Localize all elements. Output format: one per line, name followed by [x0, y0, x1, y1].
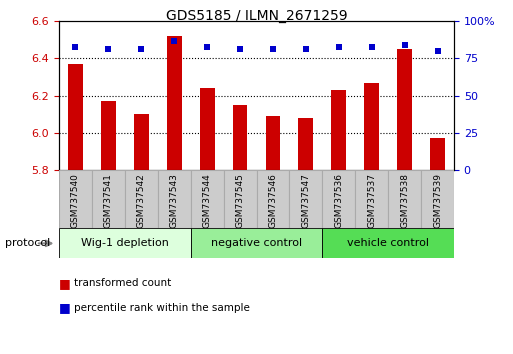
Text: ■: ■ [59, 277, 71, 290]
Bar [430, 138, 445, 170]
Text: GSM737539: GSM737539 [433, 173, 442, 228]
Bar [388, 170, 421, 228]
Bar [200, 88, 214, 170]
Text: GSM737543: GSM737543 [170, 173, 179, 228]
Bar [59, 170, 92, 228]
Text: GSM737547: GSM737547 [301, 173, 310, 228]
Text: GSM737544: GSM737544 [203, 173, 212, 228]
Bar [322, 228, 454, 258]
Bar [256, 170, 289, 228]
Bar [232, 105, 247, 170]
Bar [364, 82, 379, 170]
Text: GSM737540: GSM737540 [71, 173, 80, 228]
Text: GSM737546: GSM737546 [268, 173, 278, 228]
Bar [134, 114, 149, 170]
Bar [266, 116, 281, 170]
Bar [224, 170, 256, 228]
Bar [322, 170, 355, 228]
Bar [59, 228, 191, 258]
Bar [92, 170, 125, 228]
Text: GDS5185 / ILMN_2671259: GDS5185 / ILMN_2671259 [166, 9, 347, 23]
Text: ■: ■ [59, 302, 71, 314]
Bar [331, 90, 346, 170]
Text: Wig-1 depletion: Wig-1 depletion [81, 238, 169, 249]
Bar [125, 170, 158, 228]
Text: GSM737541: GSM737541 [104, 173, 113, 228]
Text: negative control: negative control [211, 238, 302, 249]
Text: percentile rank within the sample: percentile rank within the sample [74, 303, 250, 313]
Bar [101, 101, 116, 170]
Bar [191, 170, 224, 228]
Bar [421, 170, 454, 228]
Bar [355, 170, 388, 228]
Bar [289, 170, 322, 228]
Bar [68, 64, 83, 170]
Bar [299, 118, 313, 170]
Text: GSM737537: GSM737537 [367, 173, 376, 228]
Bar [167, 36, 182, 170]
Text: GSM737536: GSM737536 [334, 173, 343, 228]
Text: vehicle control: vehicle control [347, 238, 429, 249]
Text: GSM737542: GSM737542 [137, 173, 146, 228]
Text: GSM737538: GSM737538 [400, 173, 409, 228]
Text: protocol: protocol [5, 238, 50, 249]
Text: transformed count: transformed count [74, 278, 172, 288]
Text: GSM737545: GSM737545 [235, 173, 245, 228]
Bar [158, 170, 191, 228]
Bar [397, 49, 412, 170]
Bar [191, 228, 322, 258]
